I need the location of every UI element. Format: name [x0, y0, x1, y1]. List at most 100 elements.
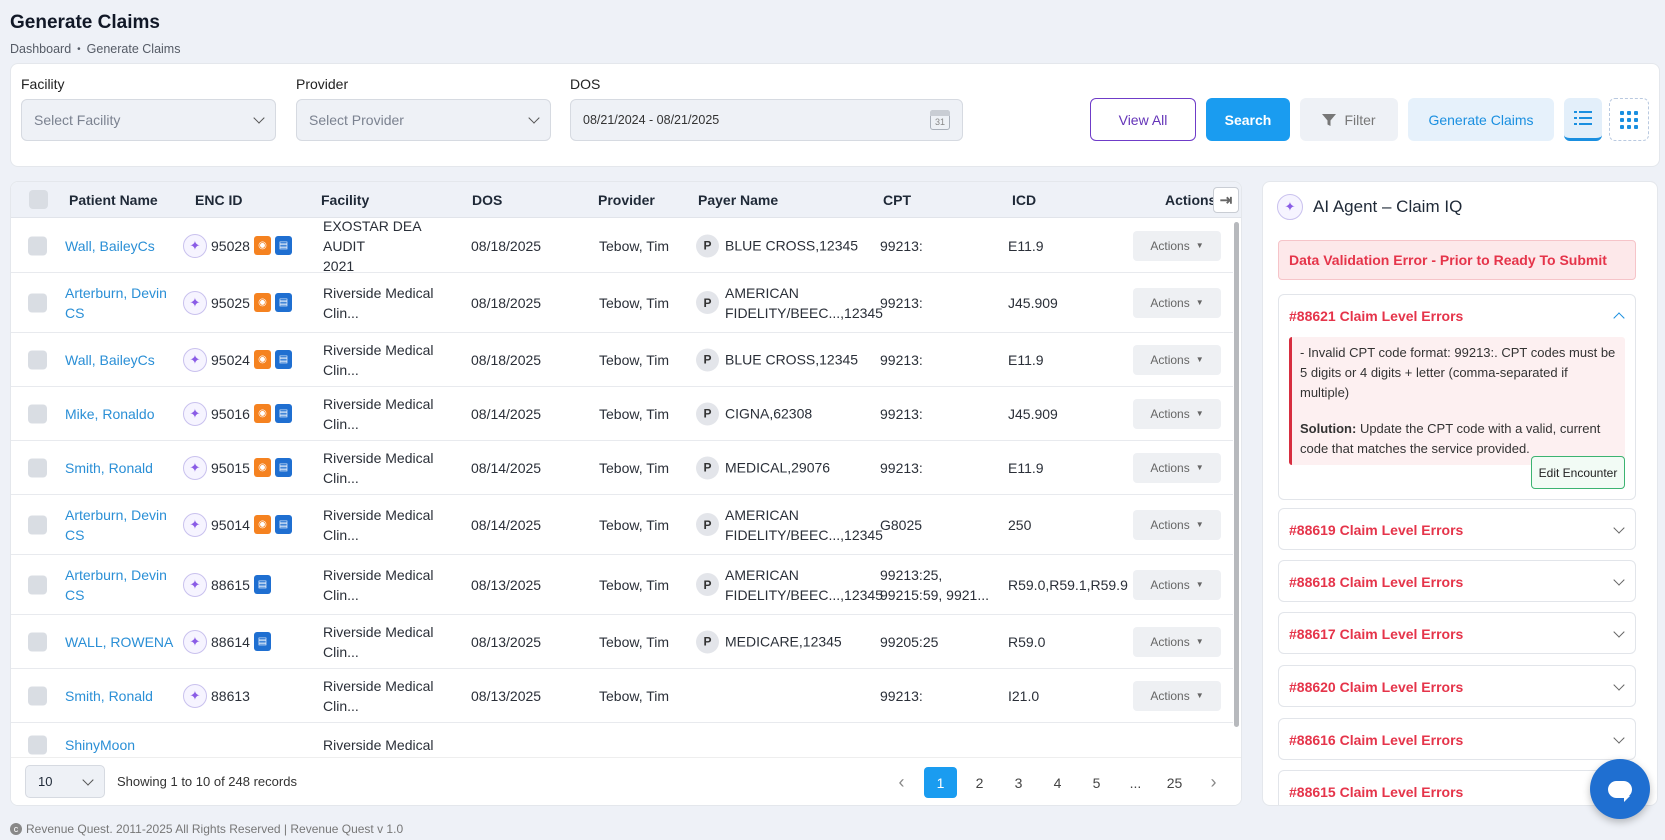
dos-range-input[interactable]: 08/21/2024 - 08/21/2025 31 — [570, 99, 963, 141]
patient-name-link[interactable]: Smith, Ronald — [65, 686, 180, 706]
row-actions-button[interactable]: Actions ▼ — [1133, 680, 1221, 711]
claim-error-accordion[interactable]: #88617 Claim Level Errors — [1278, 612, 1636, 654]
generate-claims-button[interactable]: Generate Claims — [1408, 98, 1554, 141]
page-25[interactable]: 25 — [1166, 774, 1183, 791]
row-actions-button[interactable]: Actions ▼ — [1133, 344, 1221, 375]
collapse-panel-icon[interactable]: ⇥ — [1213, 187, 1239, 213]
row-checkbox[interactable] — [28, 458, 47, 477]
accordion-header[interactable]: #88619 Claim Level Errors — [1279, 509, 1635, 551]
filter-button[interactable]: Filter — [1300, 98, 1398, 141]
row-actions-button[interactable]: Actions ▼ — [1133, 626, 1221, 657]
row-checkbox[interactable] — [28, 515, 47, 534]
vertical-scrollbar[interactable] — [1234, 222, 1239, 727]
page-2[interactable]: 2 — [975, 774, 984, 791]
edit-encounter-button[interactable]: Edit Encounter — [1531, 456, 1625, 489]
col-icd[interactable]: ICD — [1012, 192, 1037, 208]
col-provider[interactable]: Provider — [598, 192, 655, 208]
document-blue-icon[interactable]: ▤ — [274, 350, 292, 369]
page-3[interactable]: 3 — [1014, 774, 1023, 791]
patient-name-link[interactable]: Smith, Ronald — [65, 458, 180, 478]
page-5[interactable]: 5 — [1092, 774, 1101, 791]
accordion-header[interactable]: #88615 Claim Level Errors — [1279, 771, 1635, 805]
patient-name-link[interactable]: Arterburn, Devin CS — [65, 505, 180, 545]
document-blue-icon[interactable]: ▤ — [274, 404, 292, 423]
accordion-header[interactable]: #88616 Claim Level Errors — [1279, 719, 1635, 761]
document-orange-icon[interactable]: ◉ — [253, 458, 271, 477]
col-enc-id[interactable]: ENC ID — [195, 192, 243, 208]
row-checkbox[interactable] — [28, 575, 47, 594]
row-checkbox[interactable] — [28, 350, 47, 369]
accordion-header[interactable]: #88621 Claim Level Errors — [1279, 295, 1635, 337]
prev-page-icon[interactable]: ‹ — [898, 772, 905, 792]
col-facility[interactable]: Facility — [321, 192, 370, 208]
sparkle-icon[interactable]: ✦ — [183, 233, 207, 258]
icd-cell: J45.909 — [1008, 294, 1058, 311]
document-orange-icon[interactable]: ◉ — [253, 293, 271, 312]
row-checkbox[interactable] — [28, 632, 47, 651]
col-patient-name[interactable]: Patient Name — [69, 192, 158, 208]
next-page-icon[interactable]: › — [1210, 772, 1217, 792]
breadcrumb-dashboard[interactable]: Dashboard — [10, 42, 72, 56]
row-checkbox[interactable] — [28, 686, 47, 705]
sparkle-icon[interactable]: ✦ — [183, 683, 207, 708]
sparkle-icon[interactable]: ✦ — [183, 512, 207, 537]
search-button[interactable]: Search — [1206, 98, 1290, 141]
patient-name-link[interactable]: WALL, ROWENA — [65, 632, 180, 652]
sparkle-icon[interactable]: ✦ — [183, 347, 207, 372]
col-payer-name[interactable]: Payer Name — [698, 192, 779, 208]
patient-name-link[interactable]: Mike, Ronaldo — [65, 404, 180, 424]
view-all-button[interactable]: View All — [1090, 98, 1196, 141]
document-orange-icon[interactable]: ◉ — [253, 350, 271, 369]
calendar-icon[interactable]: 31 — [930, 110, 950, 130]
sparkle-icon[interactable]: ✦ — [183, 290, 207, 315]
accordion-header[interactable]: #88620 Claim Level Errors — [1279, 666, 1635, 708]
row-actions-button[interactable]: Actions ▼ — [1133, 287, 1221, 318]
document-blue-icon[interactable]: ▤ — [274, 236, 292, 255]
row-actions-button[interactable]: Actions ▼ — [1133, 509, 1221, 540]
sparkle-icon[interactable]: ✦ — [183, 401, 207, 426]
patient-name-link[interactable]: ShinyMoon — [65, 735, 180, 755]
document-blue-icon[interactable]: ▤ — [253, 632, 271, 651]
sparkle-icon[interactable]: ✦ — [183, 572, 207, 597]
claim-error-accordion[interactable]: #88620 Claim Level Errors — [1278, 665, 1636, 707]
claim-error-accordion[interactable]: #88619 Claim Level Errors — [1278, 508, 1636, 550]
row-checkbox[interactable] — [28, 236, 47, 255]
document-orange-icon[interactable]: ◉ — [253, 404, 271, 423]
document-blue-icon[interactable]: ▤ — [274, 515, 292, 534]
col-cpt[interactable]: CPT — [883, 192, 911, 208]
select-all-checkbox[interactable] — [29, 190, 48, 209]
grid-view-toggle[interactable] — [1609, 98, 1649, 141]
page-size-select[interactable]: 10 — [25, 765, 105, 798]
document-orange-icon[interactable]: ◉ — [253, 515, 271, 534]
row-actions-button[interactable]: Actions ▼ — [1133, 452, 1221, 483]
page-1[interactable]: 1 — [924, 767, 957, 798]
row-checkbox[interactable] — [28, 293, 47, 312]
accordion-header[interactable]: #88618 Claim Level Errors — [1279, 561, 1635, 603]
cpt-cell: 99213: — [880, 293, 1000, 313]
patient-name-link[interactable]: Arterburn, Devin CS — [65, 283, 180, 323]
row-actions-button[interactable]: Actions ▼ — [1133, 569, 1221, 600]
document-blue-icon[interactable]: ▤ — [274, 458, 292, 477]
patient-name-link[interactable]: Wall, BaileyCs — [65, 350, 180, 370]
patient-name-link[interactable]: Arterburn, Devin CS — [65, 565, 180, 605]
patient-name-link[interactable]: Wall, BaileyCs — [65, 236, 180, 256]
claim-error-accordion[interactable]: #88618 Claim Level Errors — [1278, 560, 1636, 602]
document-blue-icon[interactable]: ▤ — [274, 293, 292, 312]
facility-select[interactable]: Select Facility — [21, 99, 276, 141]
row-checkbox[interactable] — [28, 404, 47, 423]
claim-error-accordion[interactable]: #88615 Claim Level Errors — [1278, 770, 1636, 805]
row-actions-button[interactable]: Actions ▼ — [1133, 398, 1221, 429]
sparkle-icon[interactable]: ✦ — [183, 455, 207, 480]
document-blue-icon[interactable]: ▤ — [253, 575, 271, 594]
list-view-toggle[interactable] — [1564, 98, 1602, 141]
document-orange-icon[interactable]: ◉ — [253, 236, 271, 255]
col-dos[interactable]: DOS — [472, 192, 503, 208]
row-actions-button[interactable]: Actions ▼ — [1133, 230, 1221, 261]
page-4[interactable]: 4 — [1053, 774, 1062, 791]
claim-error-accordion[interactable]: #88616 Claim Level Errors — [1278, 718, 1636, 760]
sparkle-icon[interactable]: ✦ — [183, 629, 207, 654]
accordion-header[interactable]: #88617 Claim Level Errors — [1279, 613, 1635, 655]
row-checkbox[interactable] — [28, 735, 47, 754]
chat-button[interactable] — [1590, 759, 1650, 819]
provider-select[interactable]: Select Provider — [296, 99, 551, 141]
